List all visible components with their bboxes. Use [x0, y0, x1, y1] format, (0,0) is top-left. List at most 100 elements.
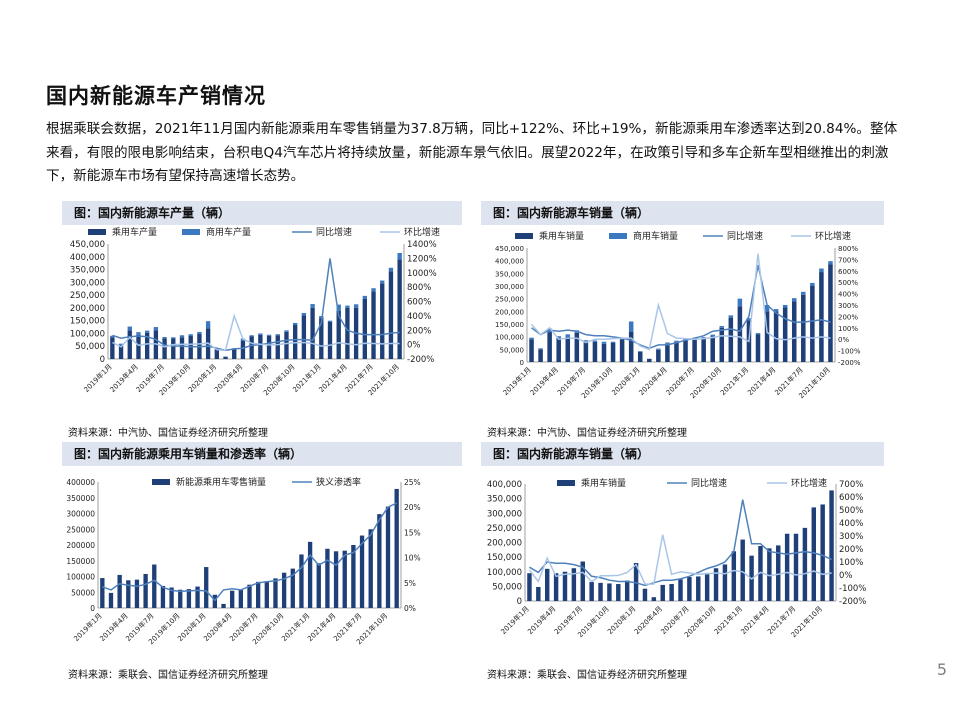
- bar: [171, 338, 176, 359]
- bar: [319, 316, 324, 319]
- bar: [160, 585, 166, 608]
- chart-source: 资料来源：中汽协、国信证券经济研究所整理: [487, 428, 687, 439]
- y-tick-label: 400,000: [487, 480, 522, 490]
- bar: [719, 327, 725, 362]
- bar: [767, 548, 772, 601]
- bar: [565, 336, 571, 362]
- bar: [669, 584, 674, 601]
- y-tick-label: 300,000: [495, 283, 524, 291]
- y2-tick-label: 20%: [404, 503, 421, 512]
- chart-sales: 450,000 400,000 350,000 300,000 250,000 200,0…: [495, 230, 861, 400]
- bar: [580, 561, 585, 601]
- bar: [169, 587, 174, 608]
- bar: [616, 584, 621, 601]
- bar: [828, 264, 833, 362]
- bar: [223, 356, 228, 359]
- y-tick-label: 0: [520, 359, 524, 367]
- bar: [764, 311, 770, 362]
- legend-label: 同比增速: [691, 477, 727, 489]
- y-tick-label: 150000: [66, 557, 95, 566]
- bar: [624, 580, 630, 601]
- bar: [179, 337, 185, 359]
- bar: [589, 581, 594, 601]
- y2-tick-label: 1200%: [407, 254, 437, 264]
- bar: [264, 581, 269, 608]
- y-tick-label: 400,000: [495, 258, 524, 266]
- bar: [110, 335, 115, 338]
- bar: [197, 331, 202, 334]
- bar: [362, 295, 367, 299]
- bar: [188, 334, 193, 336]
- bar: [178, 589, 183, 608]
- bar: [737, 306, 743, 362]
- bar: [737, 298, 743, 307]
- y-tick-label: 0: [100, 355, 105, 365]
- y-tick-label: 100000: [66, 573, 95, 582]
- bar: [574, 332, 580, 362]
- y-tick-label: 300,000: [487, 509, 522, 519]
- bar: [791, 301, 797, 362]
- intro-paragraph: 根据乘联会数据，2021年11月国内新能源乘用车零售销量为37.8万辆，同比+1…: [46, 121, 898, 184]
- bar: [186, 589, 192, 608]
- bar: [301, 315, 307, 359]
- bar: [547, 332, 552, 362]
- bar: [290, 568, 295, 608]
- chart-production: 450,000 400,000 350,000 300,000 250,000 200,0…: [70, 226, 440, 397]
- bar: [145, 332, 150, 359]
- bar: [819, 268, 824, 273]
- bar: [820, 504, 825, 601]
- bar: [656, 348, 661, 350]
- y2-tick-label: 600%: [407, 298, 431, 308]
- series-line: [529, 499, 832, 587]
- series-line: [112, 313, 400, 352]
- y-tick-label: 0: [517, 597, 522, 607]
- bar: [238, 589, 244, 608]
- page-title: 国内新能源车产销情况: [46, 84, 266, 108]
- y2-tick-label: 1000%: [407, 269, 437, 279]
- bar: [571, 568, 577, 601]
- legend-label: 同比增速: [316, 226, 352, 238]
- legend-label: 商用车销量: [633, 230, 678, 242]
- bar: [117, 574, 122, 608]
- bar: [562, 571, 568, 601]
- bar: [333, 551, 339, 608]
- chart-header: 图：国内新能源车产量（辆）: [62, 201, 462, 225]
- bar: [284, 331, 289, 359]
- y2-tick-label: -100%: [838, 348, 861, 356]
- bar: [628, 321, 634, 332]
- y2-tick-label: 15%: [404, 528, 421, 537]
- bar: [153, 327, 159, 331]
- bar: [746, 318, 752, 321]
- bar: [110, 337, 115, 359]
- bar: [828, 261, 833, 265]
- y2-tick-label: 0%: [839, 571, 853, 581]
- legend-swatch: [88, 229, 106, 235]
- bar: [764, 305, 770, 312]
- bar: [791, 298, 797, 302]
- y-tick-label: 150,000: [70, 317, 105, 327]
- chart-panel-1: 图：国内新能源车产量（辆） 450,000 400,000 350,000 300,0…: [62, 201, 462, 441]
- series-line: [112, 258, 400, 352]
- series-line: [531, 264, 831, 350]
- bar: [205, 321, 211, 329]
- bar: [678, 579, 683, 601]
- y2-tick-label: -200%: [839, 597, 866, 607]
- y2-tick-label: -200%: [407, 355, 434, 365]
- bar: [773, 311, 779, 362]
- bar: [722, 564, 728, 601]
- y2-tick-label: 200%: [839, 545, 863, 555]
- y2-tick-label: 800%: [407, 283, 431, 293]
- bar: [651, 597, 657, 601]
- series-line: [530, 253, 831, 351]
- x-tick-label: 2021年1月: [718, 365, 750, 397]
- bar: [118, 343, 124, 345]
- bar: [284, 330, 289, 332]
- y-tick-label: 50,000: [492, 582, 522, 592]
- bar: [258, 333, 263, 335]
- bar: [336, 310, 341, 359]
- bar: [368, 529, 373, 608]
- bar: [755, 334, 761, 362]
- bar: [388, 267, 394, 272]
- y-tick-label: 400000: [66, 478, 95, 487]
- legend-swatch: [182, 229, 200, 235]
